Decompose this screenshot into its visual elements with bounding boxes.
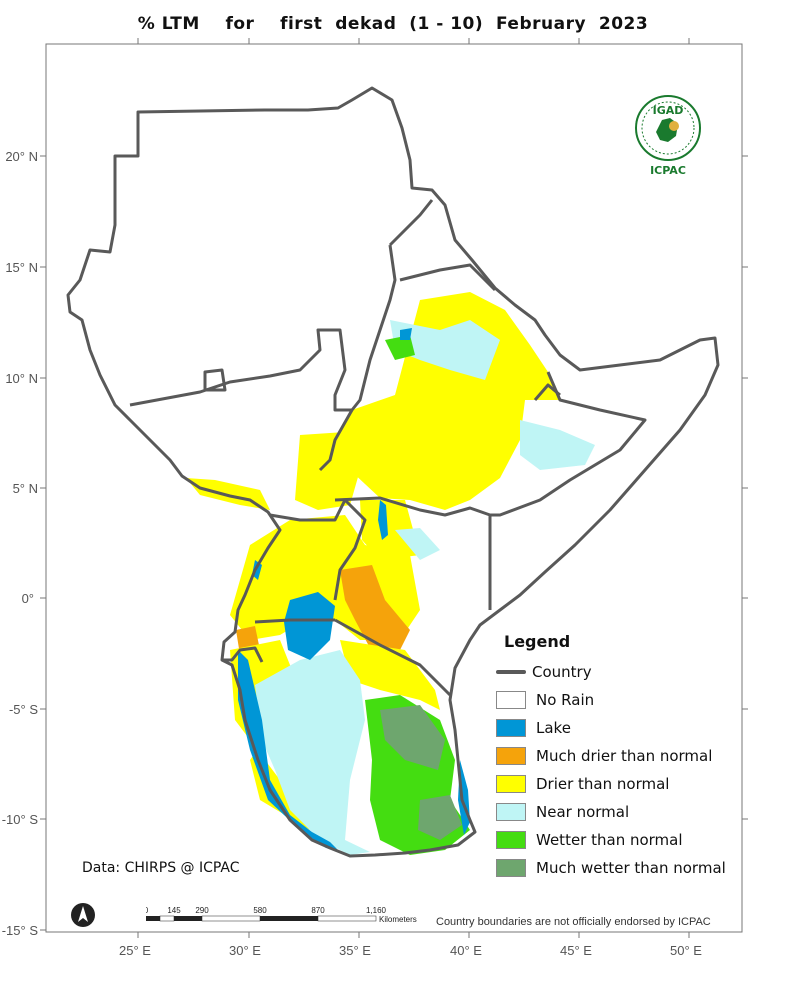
x-tick-label: 50° E	[670, 943, 702, 958]
legend-label: Drier than normal	[536, 775, 670, 793]
drier-region-south-sudan	[295, 432, 360, 510]
legend-label: Near normal	[536, 803, 630, 821]
near-normal-region-ethiopia-north	[390, 320, 500, 380]
country-boundaries	[66, 86, 720, 858]
legend-swatch	[496, 859, 526, 877]
lake-turkana	[378, 500, 388, 540]
legend-item-country: Country	[496, 658, 748, 686]
drier-region-ethiopia	[335, 292, 560, 510]
y-tick-label: 0°	[22, 591, 34, 606]
legend-swatch	[496, 747, 526, 765]
legend-label: Much drier than normal	[536, 747, 713, 765]
legend-line-swatch	[496, 670, 526, 674]
near-normal-region-kenya-north	[395, 528, 440, 560]
scale-bar-segments	[146, 915, 377, 922]
border-enclave	[203, 368, 227, 392]
scale-label: 0	[146, 906, 149, 915]
scale-label: 145	[167, 906, 181, 915]
legend-title: Legend	[504, 632, 571, 651]
x-tick-label: 30° E	[229, 943, 261, 958]
x-tick-label: 40° E	[450, 943, 482, 958]
boundary-disclaimer: Country boundaries are not officially en…	[436, 916, 711, 928]
much-wetter-region-tanzania	[380, 705, 445, 770]
north-arrow-icon	[71, 903, 95, 927]
border-djibouti	[533, 383, 561, 401]
border-rwanda-burundi	[222, 646, 264, 663]
legend-label: Wetter than normal	[536, 831, 683, 849]
y-tick-label: -15° S	[2, 923, 39, 938]
legend-item-wetter: Wetter than normal	[496, 826, 748, 854]
legend-swatch	[496, 775, 526, 793]
legend-item-drier: Drier than normal	[496, 770, 748, 798]
border-kenya-ethiopia	[334, 496, 492, 610]
legend-label: Country	[532, 663, 592, 681]
border-ethiopia-somalia	[490, 371, 647, 517]
region-outline	[66, 86, 720, 858]
border-uganda-tanzania	[254, 618, 335, 624]
legend-item-much-drier: Much drier than normal	[496, 742, 748, 770]
much-wetter-region-tanzania-south	[418, 795, 462, 840]
y-tick-label: 5° N	[13, 481, 38, 496]
north-arrow-pointer	[78, 906, 88, 922]
legend-item-much-wetter: Much wetter than normal	[496, 854, 748, 882]
logo-inner-ring	[641, 101, 695, 155]
logo-sun	[669, 121, 679, 131]
data-credit: Data: CHIRPS @ ICPAC	[82, 860, 240, 876]
legend-label: Lake	[536, 719, 571, 737]
legend-label: Much wetter than normal	[536, 859, 726, 877]
scale-label: 290	[195, 906, 209, 915]
scale-label: 580	[253, 906, 267, 915]
border-sudan-ethiopia	[318, 199, 434, 472]
scale-label: 870	[311, 906, 325, 915]
drier-region-north-kenya	[360, 500, 420, 560]
logo-top-text: IGAD	[653, 104, 684, 117]
scale-bar: 0 145 290 580 870 1,160 Kilometers	[146, 906, 417, 924]
legend-label: No Rain	[536, 691, 595, 709]
near-normal-region-tanzania	[255, 650, 370, 855]
drier-region-tanzania-north	[340, 640, 440, 710]
legend-swatch	[496, 831, 526, 849]
legend-item-no-rain: No Rain	[496, 686, 748, 714]
x-tick-label: 45° E	[560, 943, 592, 958]
igad-icpac-logo: IGAD ICPAC	[635, 95, 701, 177]
much-drier-region-kenya	[340, 565, 410, 660]
rainfall-map	[186, 292, 595, 855]
logo-ring	[635, 95, 701, 161]
lake-tana	[400, 328, 412, 340]
lake-tanganyika	[238, 650, 338, 850]
y-tick-label: -5° S	[9, 702, 38, 717]
border-sudan-south-sudan	[129, 328, 352, 412]
legend-swatch	[496, 803, 526, 821]
y-tick-label: 10° N	[5, 371, 38, 386]
border-eritrea	[399, 263, 497, 292]
y-tick-label: -10° S	[2, 812, 39, 827]
near-normal-region-ethiopia-east	[520, 420, 595, 470]
legend-item-near-normal: Near normal	[496, 798, 748, 826]
scale-unit: Kilometers	[379, 915, 417, 924]
axis-ticks	[40, 38, 748, 938]
lake-victoria	[284, 592, 335, 660]
x-tick-label: 35° E	[339, 943, 371, 958]
legend-item-lake: Lake	[496, 714, 748, 742]
border-uganda	[269, 498, 367, 601]
wetter-region-ethiopia	[385, 335, 415, 360]
x-tick-label: 25° E	[119, 943, 151, 958]
legend-swatch	[496, 691, 526, 709]
logo-bottom-text: ICPAC	[650, 164, 686, 177]
y-tick-label: 20° N	[5, 149, 38, 164]
map-legend: Legend Country No Rain Lake Much drier t…	[496, 632, 748, 882]
legend-swatch	[496, 719, 526, 737]
map-title: % LTM for first dekad (1 - 10) February …	[137, 14, 649, 34]
scale-label: 1,160	[366, 906, 387, 915]
border-kenya-tanzania	[334, 618, 452, 697]
y-tick-label: 15° N	[5, 260, 38, 275]
